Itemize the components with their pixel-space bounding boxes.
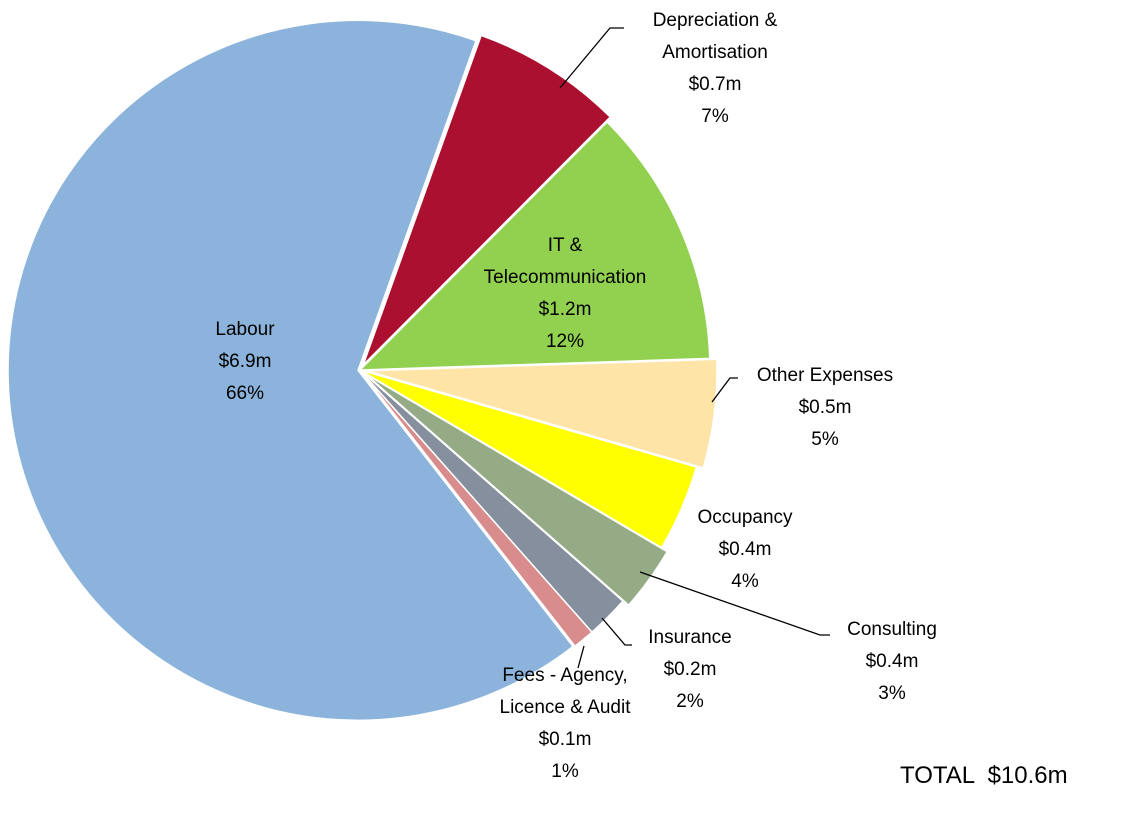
category-label: Labour — [215, 319, 275, 340]
amount-label: $0.5m — [798, 397, 852, 418]
leader-line — [711, 377, 738, 403]
pie-slice — [366, 358, 718, 469]
pie-slice — [358, 121, 711, 371]
percent-label: 4% — [731, 571, 759, 592]
category-label: Depreciation & Amortisation — [652, 10, 778, 63]
slice-label: Fees - Agency, Licence & Audit $0.1m 1% — [475, 660, 655, 788]
percent-label: 3% — [878, 683, 906, 704]
slice-label: Consulting $0.4m 3% — [792, 614, 992, 710]
amount-label: $0.1m — [538, 729, 592, 750]
slice-label: IT & Telecommunication $1.2m 12% — [465, 230, 665, 358]
percent-label: 2% — [676, 691, 704, 712]
pie-slice — [359, 369, 593, 648]
amount-label: $6.9m — [218, 351, 272, 372]
amount-label: $0.2m — [663, 659, 717, 680]
slice-label: Occupancy $0.4m 4% — [645, 502, 845, 598]
slice-label: Other Expenses $0.5m 5% — [725, 360, 925, 456]
slice-label: Labour $6.9m 66% — [145, 314, 345, 410]
pie-slice — [7, 19, 575, 722]
slice-label: Insurance $0.2m 2% — [590, 622, 790, 718]
percent-label: 12% — [545, 331, 585, 352]
amount-label: $1.2m — [538, 299, 592, 320]
category-label: Other Expenses — [756, 365, 894, 386]
category-label: Insurance — [648, 627, 732, 648]
slice-label: Depreciation & Amortisation $0.7m 7% — [615, 5, 815, 133]
percent-label: 66% — [225, 383, 265, 404]
amount-label: $0.4m — [718, 539, 772, 560]
pie-slice — [365, 373, 669, 607]
amount-label: $0.7m — [688, 74, 742, 95]
percent-label: 5% — [811, 429, 839, 450]
amount-label: $0.4m — [865, 651, 919, 672]
category-label: Consulting — [847, 619, 937, 640]
category-label: Fees - Agency, Licence & Audit — [499, 665, 631, 718]
leader-line — [559, 27, 624, 89]
total-label: TOTAL $10.6m — [900, 762, 1068, 789]
category-label: IT & Telecommunication — [483, 235, 647, 288]
category-label: Occupancy — [697, 507, 793, 528]
percent-label: 1% — [551, 761, 579, 782]
percent-label: 7% — [701, 106, 729, 127]
leader-line — [639, 571, 830, 636]
leader-line — [577, 645, 585, 669]
pie-slice — [362, 34, 612, 366]
leader-line — [601, 617, 632, 646]
